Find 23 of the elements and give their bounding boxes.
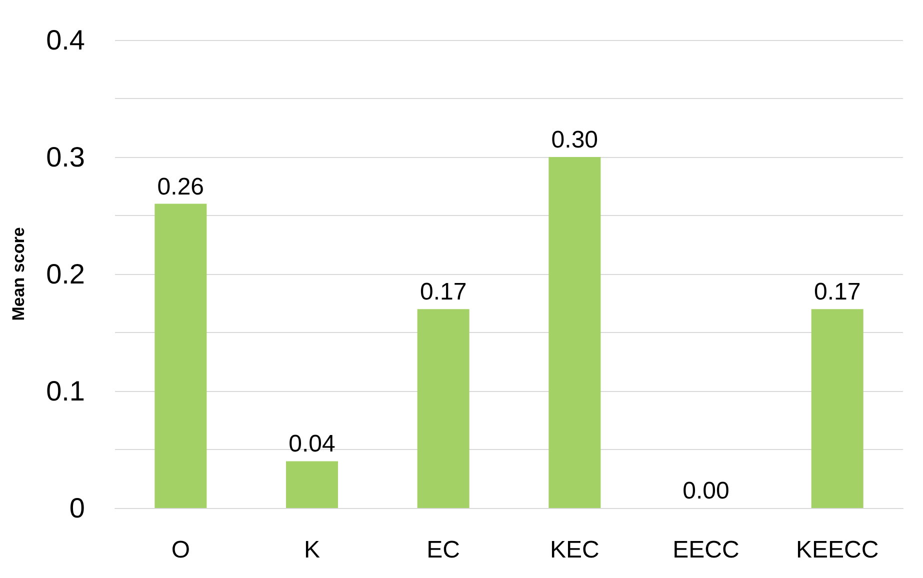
x-tick-label: KEC [550, 536, 600, 564]
data-label: 0.04 [288, 430, 336, 458]
bar [548, 157, 601, 508]
x-tick-label: EECC [672, 536, 740, 564]
y-tick-label: 0.1 [46, 376, 85, 406]
x-tick-label: O [171, 536, 190, 564]
y-tick-label: 0.2 [46, 258, 85, 290]
x-tick-label: EC [426, 536, 460, 564]
y-axis-title: Mean score [9, 227, 28, 321]
data-label: 0.30 [551, 126, 598, 154]
y-tick-label: 0.4 [46, 24, 85, 56]
data-label: 0.17 [420, 278, 467, 306]
data-label: 0.00 [682, 478, 730, 504]
x-tick-label: K [304, 536, 320, 564]
x-tick-label: KEECC [796, 536, 879, 564]
bar [811, 309, 864, 508]
bar [417, 309, 470, 508]
bar [286, 461, 338, 508]
bar [154, 204, 207, 508]
y-tick-label: 0.3 [46, 142, 85, 172]
data-label: 0.17 [814, 278, 861, 306]
data-label: 0.26 [157, 173, 204, 200]
y-tick-label: 0 [69, 492, 85, 524]
